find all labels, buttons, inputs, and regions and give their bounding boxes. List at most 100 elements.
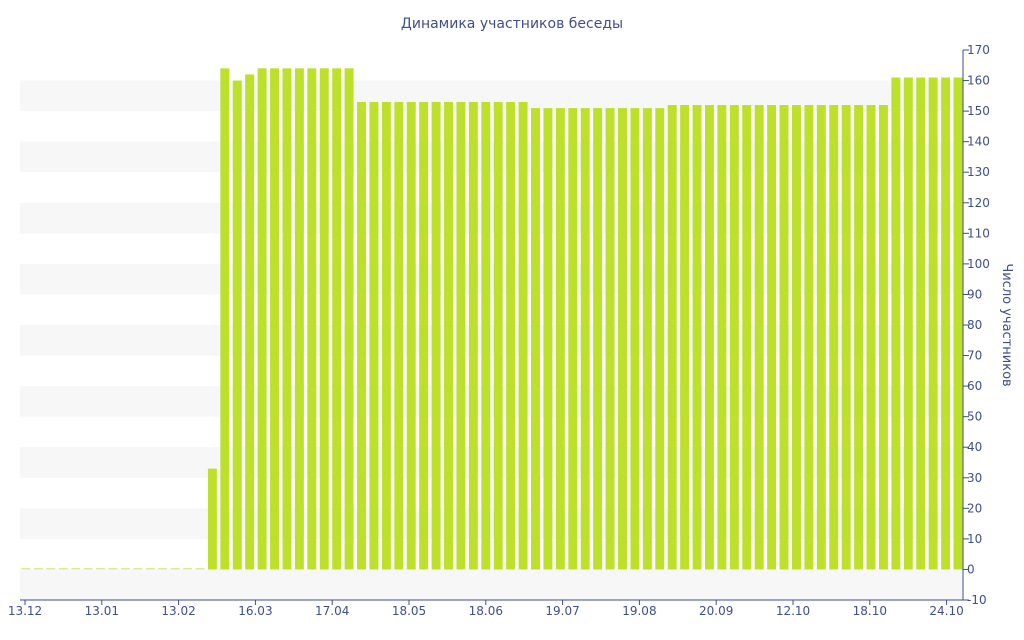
bar [444,101,453,570]
bar [493,101,503,570]
y-tick-label: 110 [967,226,990,240]
y-axis-ticks: -10 0 10 20 30 40 50 60 70 80 90 100 110 120 130 140 150… [963,43,990,607]
bar [593,108,603,570]
bars [21,68,963,570]
bar [754,105,764,570]
bar [294,68,304,570]
x-tick-label: 17.04 [315,604,349,618]
bar [729,105,739,570]
y-tick-label: 150 [967,104,990,118]
bar [866,105,876,570]
y-tick-label: 120 [967,196,990,210]
bar [58,567,68,570]
y-tick-label: 160 [967,74,990,88]
bar [655,108,665,570]
y-tick-label: 140 [967,135,990,149]
bar [481,101,491,570]
x-tick-label: 18.10 [853,604,887,618]
bar [717,105,727,570]
bar [394,101,404,570]
x-tick-label: 16.03 [238,604,272,618]
x-tick-label: 13.01 [85,604,119,618]
x-tick-label: 13.02 [161,604,195,618]
bar [133,567,143,570]
bar [456,101,466,570]
x-tick-label: 24.10 [929,604,963,618]
y-tick-label: 50 [967,410,982,424]
x-tick-label: 12.10 [776,604,810,618]
x-tick-label: 18.06 [469,604,503,618]
bar [568,108,578,570]
bar [319,68,329,570]
bar [245,74,255,570]
x-tick-label: 18.05 [392,604,426,618]
grid-band [20,569,963,600]
bar [282,68,292,570]
bar [580,108,590,570]
y-tick-label: 60 [967,379,982,393]
bar [903,77,913,570]
bar [21,567,31,570]
bar [680,105,690,570]
bar [158,567,168,570]
y-tick-label: 90 [967,287,982,301]
bar [605,108,615,570]
bar [344,68,354,570]
bar [704,105,714,570]
bar [183,567,193,570]
bar [96,567,106,570]
y-tick-label: 10 [967,532,982,546]
bar [406,101,416,570]
bar [667,105,677,570]
bar [841,105,851,570]
bar [779,105,789,570]
bar [618,108,627,570]
bar [257,68,267,570]
y-tick-label: 40 [967,440,982,454]
bar [145,567,155,570]
bar [916,77,926,570]
bar [928,77,938,570]
y-tick-label: 0 [967,562,975,576]
bar [891,77,901,570]
bar [468,101,478,570]
bar [829,105,839,570]
bar [630,108,640,570]
x-tick-label: 13.12 [8,604,42,618]
y-tick-label: 20 [967,501,982,515]
bar [692,105,702,570]
bar [369,101,379,570]
y-tick-label: 130 [967,165,990,179]
bar [555,108,565,570]
bar [518,101,528,570]
bar [767,105,777,570]
bar [46,567,56,570]
x-tick-label: 19.07 [545,604,579,618]
bar [195,567,205,570]
bar [71,567,81,570]
bar [804,105,814,570]
y-tick-label: 70 [967,349,982,363]
y-tick-label: 30 [967,471,982,485]
bar [543,108,553,570]
bar [220,68,230,570]
bar [791,105,801,570]
bar [120,567,130,570]
bar [941,77,951,570]
bar [270,68,280,570]
x-tick-label: 19.08 [622,604,656,618]
bar [419,101,429,570]
bar [207,468,217,570]
bar [506,101,516,570]
bar [431,101,441,570]
bar [854,105,864,570]
bar [357,101,366,570]
bar [108,567,118,570]
bar [878,105,888,570]
bar [83,567,93,570]
y-tick-label: -10 [967,593,987,607]
x-axis-ticks: 13.12 13.01 13.02 16.03 17.04 18.05 18.06 19.07… [8,600,964,618]
bar [742,105,752,570]
bar [816,105,826,570]
